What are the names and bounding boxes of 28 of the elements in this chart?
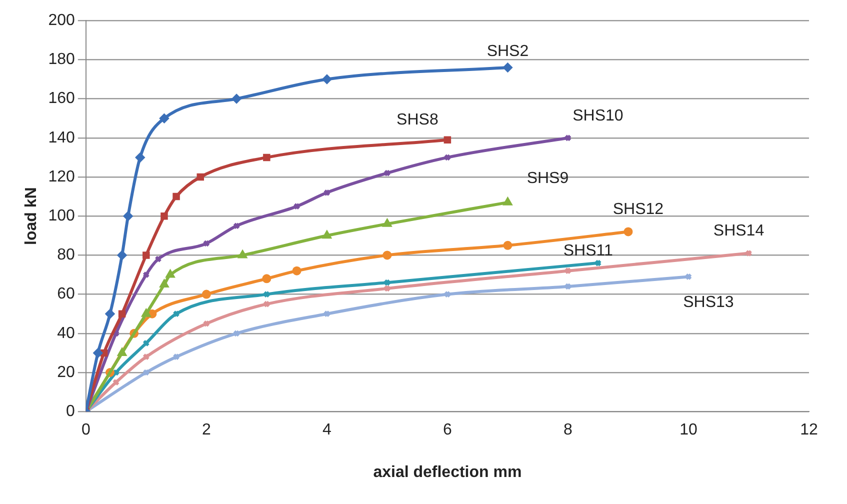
y-tick-label: 120 <box>48 168 75 186</box>
x-tick-label: 0 <box>81 422 90 439</box>
y-tick-label: 140 <box>48 129 75 146</box>
y-tick-label: 20 <box>57 364 75 381</box>
y-tick-label: 100 <box>48 208 75 225</box>
y-tick-label: 40 <box>57 324 75 342</box>
y-tick-label: 200 <box>48 12 75 30</box>
y-tick-label: 80 <box>57 246 75 264</box>
x-tick-label: 8 <box>564 422 573 439</box>
x-axis-title: axial deflection mm <box>373 464 522 481</box>
series-label: SHS10 <box>572 107 624 124</box>
y-tick-label: 180 <box>48 51 75 68</box>
series-label: SHS13 <box>683 294 734 312</box>
y-tick-label: 60 <box>57 286 75 303</box>
x-tick-label: 10 <box>680 422 698 439</box>
series-label: SHS2 <box>486 42 529 60</box>
x-tick-label: 6 <box>442 422 452 439</box>
x-tick-label: 2 <box>202 422 211 439</box>
y-tick-label: 160 <box>48 90 75 108</box>
y-axis-title: load kN <box>23 187 40 245</box>
series-label: SHS8 <box>396 111 438 128</box>
series-label: SHS14 <box>713 222 764 240</box>
y-tick-label: 0 <box>66 403 75 420</box>
x-tick-label: 12 <box>800 422 818 439</box>
x-tick-label: 4 <box>322 422 332 439</box>
series-label: SHS11 <box>563 242 613 260</box>
series-label: SHS12 <box>612 201 664 218</box>
series-label: SHS9 <box>526 170 569 187</box>
